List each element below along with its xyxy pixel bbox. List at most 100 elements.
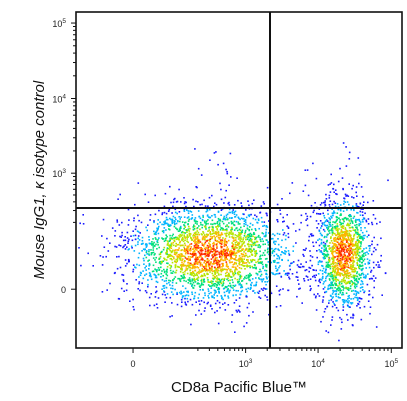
event-dot: [115, 246, 118, 248]
event-dot: [340, 238, 343, 241]
event-dot: [248, 245, 250, 248]
event-dot: [217, 288, 219, 291]
event-dot: [160, 276, 162, 278]
event-dot: [232, 233, 234, 236]
event-dot: [144, 274, 146, 277]
event-dot: [284, 250, 286, 252]
event-dot: [235, 247, 238, 249]
event-dot: [331, 248, 333, 251]
event-dot: [360, 227, 362, 229]
event-dot: [159, 253, 162, 255]
event-dot: [171, 261, 174, 264]
event-dot: [358, 278, 360, 281]
event-dot: [314, 279, 317, 282]
event-dot: [249, 222, 252, 225]
event-dot: [243, 235, 246, 237]
event-dot: [174, 265, 177, 268]
event-dot: [157, 238, 159, 241]
event-dot: [181, 295, 184, 297]
event-dot: [336, 288, 338, 291]
event-dot: [343, 220, 345, 223]
event-dot: [186, 258, 188, 260]
event-dot: [281, 239, 283, 242]
event-dot: [347, 260, 349, 262]
event-dot: [194, 217, 197, 219]
event-dot: [188, 249, 191, 251]
event-dot: [231, 266, 234, 268]
event-dot: [238, 278, 241, 280]
event-dot: [336, 264, 339, 266]
event-dot: [155, 303, 158, 305]
event-dot: [371, 243, 373, 246]
event-dot: [209, 232, 211, 234]
event-dot: [265, 225, 268, 228]
event-dot: [364, 276, 366, 279]
event-dot: [199, 271, 202, 273]
event-dot: [187, 257, 189, 260]
event-dot: [321, 270, 324, 272]
event-dot: [182, 285, 184, 287]
event-dot: [362, 259, 365, 262]
event-dot: [286, 214, 288, 216]
event-dot: [335, 219, 338, 222]
event-dot: [324, 270, 327, 272]
event-dot: [335, 220, 337, 223]
event-dot: [342, 293, 345, 296]
event-dot: [252, 289, 255, 292]
event-dot: [251, 250, 254, 253]
event-dot: [155, 256, 157, 259]
event-dot: [232, 275, 235, 277]
event-dot: [165, 286, 168, 289]
event-dot: [357, 302, 359, 305]
event-dot: [353, 235, 355, 237]
event-dot: [212, 244, 215, 247]
event-dot: [247, 256, 249, 258]
event-dot: [169, 267, 172, 269]
event-dot: [183, 227, 185, 230]
event-dot: [234, 268, 236, 271]
event-dot: [259, 268, 261, 271]
event-dot: [213, 285, 216, 287]
event-dot: [252, 311, 254, 313]
event-dot: [176, 256, 179, 258]
event-dot: [266, 296, 268, 298]
event-dot: [218, 238, 221, 240]
event-dot: [243, 258, 245, 260]
event-dot: [207, 261, 210, 263]
event-dot: [225, 268, 227, 271]
event-dot: [217, 281, 219, 283]
event-dot: [341, 299, 344, 301]
event-dot: [264, 269, 266, 272]
event-dot: [214, 232, 217, 235]
event-dot: [360, 265, 363, 267]
event-dot: [354, 248, 357, 250]
event-dot: [349, 246, 351, 249]
event-dot: [325, 248, 327, 250]
event-dot: [303, 255, 305, 257]
event-dot: [211, 215, 213, 217]
event-dot: [223, 291, 226, 294]
event-dot: [165, 279, 168, 282]
event-dot: [352, 257, 355, 260]
event-dot: [255, 250, 257, 252]
event-dot: [246, 259, 248, 261]
event-dot: [246, 290, 248, 293]
event-dot: [352, 269, 355, 271]
event-dot: [356, 272, 358, 275]
event-dot: [345, 283, 347, 285]
event-dot: [360, 229, 362, 232]
event-dot: [256, 221, 258, 224]
event-dot: [138, 276, 140, 278]
event-dot: [224, 272, 227, 275]
event-dot: [336, 249, 338, 252]
event-dot: [245, 274, 248, 277]
event-dot: [155, 261, 157, 263]
event-dot: [180, 268, 182, 271]
event-dot: [262, 289, 264, 291]
event-dot: [317, 223, 320, 225]
event-dot: [221, 297, 223, 300]
event-dot: [266, 214, 268, 217]
event-dot: [166, 251, 168, 254]
event-dot: [186, 231, 188, 233]
event-dot: [152, 270, 155, 272]
